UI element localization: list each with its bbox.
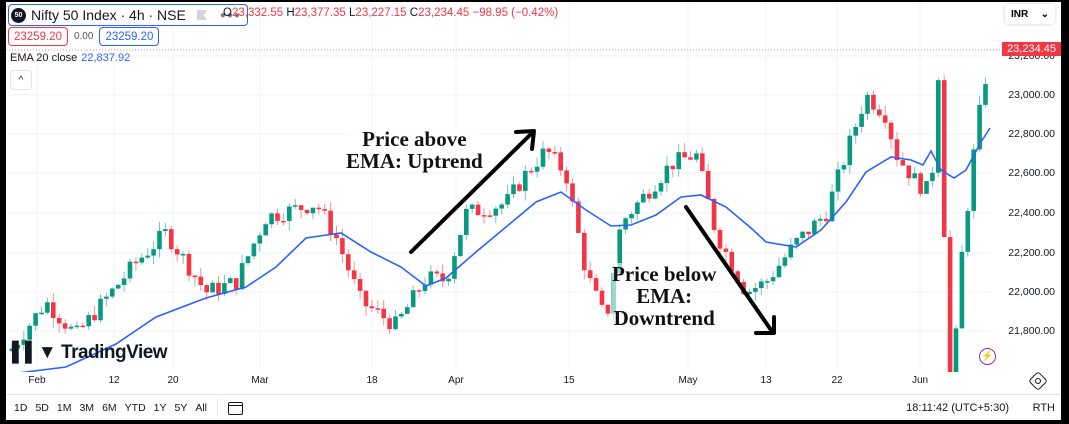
time-tick-label: Mar: [251, 375, 269, 386]
ema-indicator-legend[interactable]: EMA 20 close 22,837.92: [10, 52, 130, 64]
time-tick-label: Apr: [448, 375, 464, 386]
bottom-toolbar: 1D 5D 1M 3M 6M YTD 1Y 5Y All 18:11:42 (U…: [6, 394, 1061, 420]
settings-gear-icon[interactable]: [1028, 371, 1048, 391]
session-toggle[interactable]: RTH: [1032, 402, 1055, 414]
range-1d[interactable]: 1D: [14, 402, 28, 414]
price-tick-label: 22,800.00: [1008, 128, 1055, 140]
collapse-legend-button[interactable]: ^: [10, 70, 32, 90]
time-tick-label: 22: [831, 375, 843, 386]
range-ytd[interactable]: YTD: [124, 402, 146, 414]
close-value: 23,234.45: [418, 7, 470, 19]
high-value: 23,377.35: [294, 7, 346, 19]
symbol-title: Nifty 50 Index · 4h · NSE: [31, 7, 186, 23]
time-tick-label: May: [678, 375, 698, 386]
downtrend-annotation: Price below EMA: Downtrend: [612, 262, 717, 330]
close-label: C: [409, 7, 419, 19]
more-options-icon[interactable]: ●●●: [219, 9, 241, 21]
uptrend-annotation: Price above EMA: Uptrend: [346, 128, 483, 172]
chevron-up-icon: ^: [18, 74, 24, 86]
range-1y[interactable]: 1Y: [153, 402, 167, 414]
open-value: 23,332.55: [231, 7, 284, 19]
indicator-name: EMA 20 close: [10, 52, 78, 64]
range-5d[interactable]: 5D: [35, 402, 49, 414]
tradingview-logo-icon: ▌▌▼: [12, 342, 62, 363]
open-label: O: [223, 7, 232, 19]
range-6m[interactable]: 6M: [102, 402, 117, 414]
price-tick-label: 22,200.00: [1008, 247, 1055, 259]
currency-label: INR: [1011, 8, 1029, 20]
time-tick-label: 18: [366, 375, 378, 386]
time-tick-label: 15: [563, 375, 575, 386]
tradingview-watermark: ▌▌▼ TradingView: [12, 342, 168, 364]
price-tick-label: 22,400.00: [1008, 207, 1055, 219]
time-tick-label: 13: [760, 375, 772, 386]
flag-icon[interactable]: [196, 10, 207, 20]
downtrend-text-line-1: Price below: [612, 262, 717, 286]
chart-window: 50 Nifty 50 Index · 4h · NSE ●●● O23,332…: [6, 2, 1061, 420]
range-1m[interactable]: 1M: [56, 402, 72, 414]
time-tick-label: Jun: [911, 375, 929, 386]
uptrend-text-line-2: EMA: Uptrend: [346, 149, 483, 173]
trade-buttons: 23259.20 0.00 23259.20: [8, 27, 160, 46]
chevron-down-icon: ⌄: [1040, 8, 1049, 20]
change-value: −98.95 (−0.42%): [472, 7, 559, 19]
low-label: L: [349, 7, 356, 19]
time-tick-label: 12: [108, 375, 120, 386]
price-tick-label: 22,600.00: [1008, 167, 1055, 179]
price-tick-label: 22,000.00: [1008, 286, 1055, 298]
last-price-label: 23,234.45: [1002, 42, 1061, 56]
downtrend-text-line-3: Downtrend: [613, 306, 715, 330]
low-value: 23,227.15: [355, 7, 407, 19]
ohlc-legend: O23,332.55 H23,377.35 L23,227.15 C23,234…: [223, 7, 558, 19]
price-tick-label: 21,800.00: [1008, 325, 1055, 337]
range-3m[interactable]: 3M: [79, 402, 95, 414]
downtrend-text-line-2: EMA:: [636, 284, 693, 308]
high-label: H: [286, 7, 295, 19]
symbol-selector[interactable]: 50 Nifty 50 Index · 4h · NSE ●●●: [8, 4, 248, 26]
watermark-text: TradingView: [61, 342, 168, 363]
toolbar-divider: [217, 399, 219, 417]
buy-button[interactable]: 23259.20: [99, 27, 160, 46]
lightning-icon[interactable]: ⚡: [979, 348, 996, 365]
range-5y[interactable]: 5Y: [174, 402, 188, 414]
range-all[interactable]: All: [195, 402, 208, 414]
currency-selector[interactable]: INR ⌄: [1005, 4, 1055, 24]
price-chart-canvas[interactable]: [6, 2, 1006, 372]
clock-timezone[interactable]: 18:11:42 (UTC+5:30): [906, 402, 1009, 414]
price-tick-label: 23,000.00: [1008, 89, 1055, 101]
spread-value: 0.00: [73, 31, 94, 42]
time-tick-label: Feb: [28, 375, 46, 386]
indicator-value: 22,837.92: [81, 52, 131, 64]
symbol-logo-icon: 50: [11, 7, 26, 23]
go-to-date-icon[interactable]: [228, 401, 244, 415]
sell-button[interactable]: 23259.20: [8, 27, 68, 46]
time-tick-label: 20: [167, 375, 179, 386]
uptrend-text-line-1: Price above: [362, 127, 467, 151]
